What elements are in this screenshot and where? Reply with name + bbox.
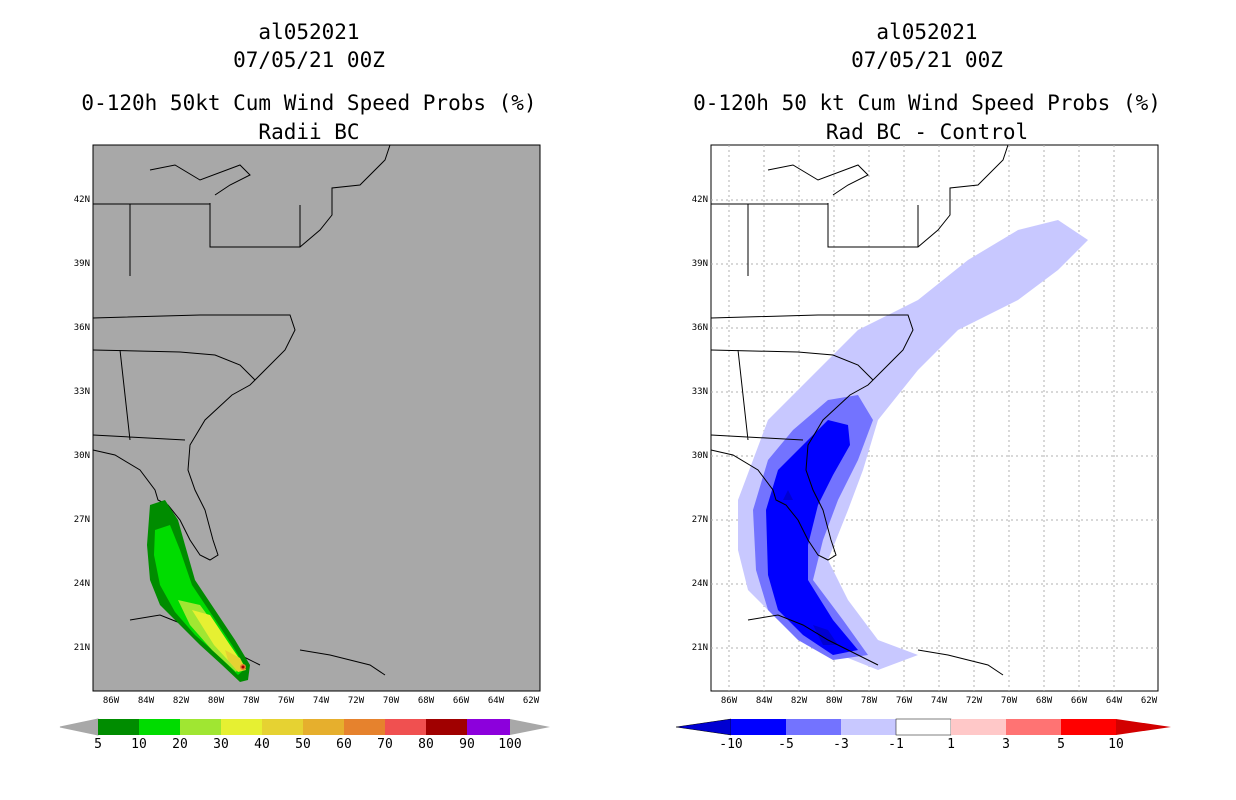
lon-label: 74W	[312, 696, 330, 706]
lat-label: 24N	[73, 579, 90, 589]
coastlines	[92, 144, 391, 676]
colorbar-label: 80	[418, 737, 434, 752]
lat-label: 27N	[73, 515, 90, 525]
lon-label: 62W	[1140, 696, 1158, 706]
coastlines	[710, 144, 1009, 676]
colorbar-label: 50	[295, 737, 311, 752]
colorbar-label: -3	[833, 737, 849, 752]
colorbar-label: 100	[498, 737, 522, 752]
right-panel: al052021 07/05/21 00Z 0-120h 50 kt Cum W…	[618, 0, 1236, 800]
colorbar-label: 30	[213, 737, 229, 752]
storm-id: al052021	[258, 20, 360, 44]
lon-label: 72W	[347, 696, 365, 706]
lat-label: 39N	[691, 259, 708, 269]
lon-label: 82W	[790, 696, 808, 706]
lon-label: 64W	[487, 696, 505, 706]
lon-label: 76W	[895, 696, 913, 706]
lon-label: 66W	[452, 696, 470, 706]
colorbar-label: 60	[336, 737, 352, 752]
lon-label: 70W	[382, 696, 400, 706]
lat-label: 30N	[73, 451, 90, 461]
colorbar-label: 10	[1108, 737, 1124, 752]
colorbar-label: 20	[172, 737, 188, 752]
plot-title: 0-120h 50kt Cum Wind Speed Probs (%)	[81, 91, 537, 115]
left-colorbar	[59, 718, 550, 736]
lon-label: 68W	[417, 696, 435, 706]
lon-label: 72W	[965, 696, 983, 706]
lat-label: 21N	[73, 643, 90, 653]
lon-label: 84W	[755, 696, 773, 706]
lon-label: 74W	[930, 696, 948, 706]
colorbar-label: 3	[1002, 737, 1010, 752]
lon-label: 78W	[860, 696, 878, 706]
colorbar-label: 40	[254, 737, 270, 752]
lat-label: 39N	[73, 259, 90, 269]
lat-label: 42N	[73, 195, 90, 205]
plot-subtitle: Radii BC	[258, 120, 360, 144]
lon-label: 62W	[522, 696, 540, 706]
colorbar-label: 5	[94, 737, 102, 752]
lat-label: 33N	[73, 387, 90, 397]
lat-label: 42N	[691, 195, 708, 205]
plot-title: 0-120h 50 kt Cum Wind Speed Probs (%)	[693, 91, 1161, 115]
probability-swath	[147, 500, 250, 682]
left-map	[92, 144, 541, 692]
lat-label: 24N	[691, 579, 708, 589]
datetime: 07/05/21 00Z	[851, 48, 1003, 72]
lat-label: 36N	[691, 323, 708, 333]
lon-label: 68W	[1035, 696, 1053, 706]
lon-label: 84W	[137, 696, 155, 706]
lon-label: 78W	[242, 696, 260, 706]
lon-label: 86W	[720, 696, 738, 706]
lat-label: 21N	[691, 643, 708, 653]
colorbar-label: 90	[459, 737, 475, 752]
lon-label: 82W	[172, 696, 190, 706]
lon-label: 80W	[207, 696, 225, 706]
colorbar-label: 5	[1057, 737, 1065, 752]
lon-label: 86W	[102, 696, 120, 706]
lat-label: 27N	[691, 515, 708, 525]
lon-label: 80W	[825, 696, 843, 706]
right-map	[710, 144, 1159, 692]
colorbar-label: -5	[778, 737, 794, 752]
right-colorbar	[675, 718, 1171, 736]
colorbar-label: 10	[131, 737, 147, 752]
datetime: 07/05/21 00Z	[233, 48, 385, 72]
lat-label: 36N	[73, 323, 90, 333]
lon-label: 76W	[277, 696, 295, 706]
colorbar-label: 1	[947, 737, 955, 752]
lat-label: 33N	[691, 387, 708, 397]
lat-label: 30N	[691, 451, 708, 461]
difference-swath	[738, 220, 1088, 670]
plot-subtitle: Rad BC - Control	[825, 120, 1029, 144]
colorbar-label: -10	[719, 737, 743, 752]
lon-label: 66W	[1070, 696, 1088, 706]
left-panel: al052021 07/05/21 00Z 0-120h 50kt Cum Wi…	[59, 20, 550, 752]
lon-label: 64W	[1105, 696, 1123, 706]
storm-id: al052021	[876, 20, 978, 44]
colorbar-label: -1	[888, 737, 904, 752]
lon-label: 70W	[1000, 696, 1018, 706]
colorbar-label: 70	[377, 737, 393, 752]
